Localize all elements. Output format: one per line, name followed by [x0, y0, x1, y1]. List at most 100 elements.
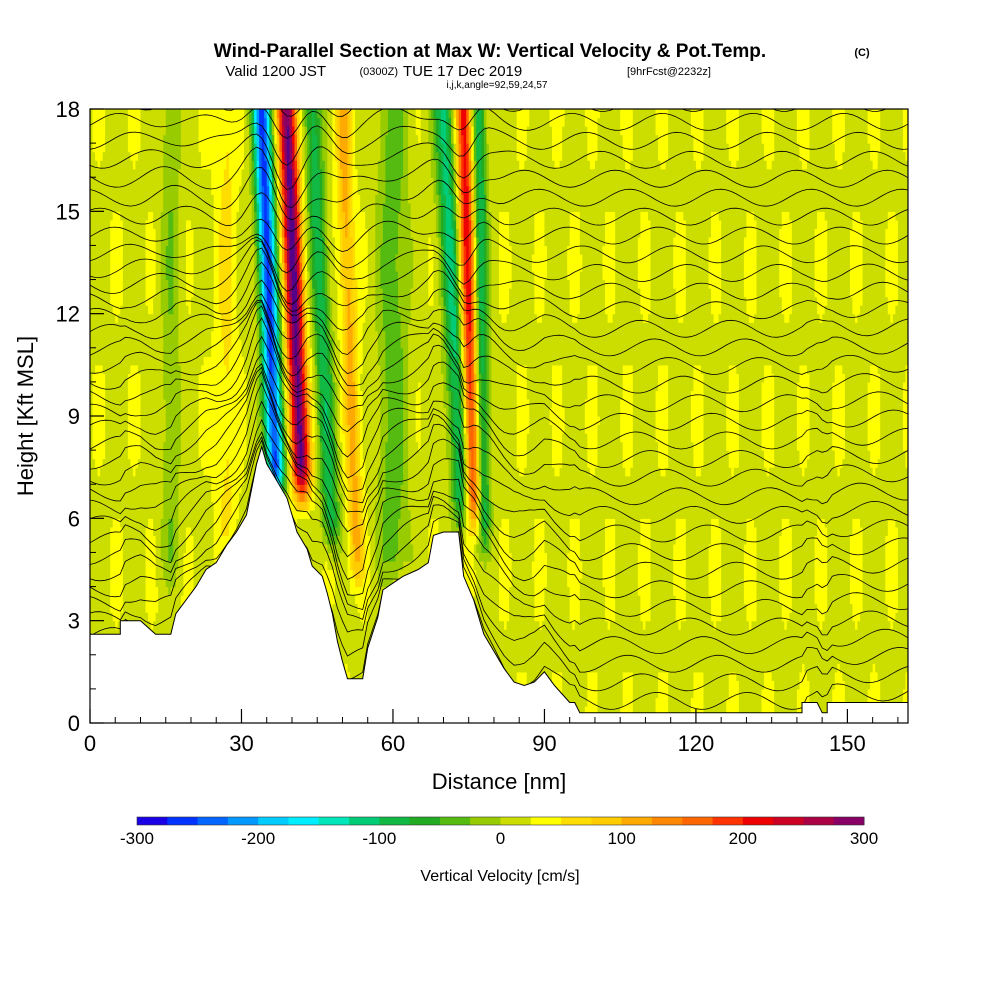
- velocity-cell: [478, 535, 482, 545]
- velocity-cell: [337, 484, 341, 494]
- velocity-cell: [350, 219, 356, 229]
- velocity-cell: [453, 398, 460, 409]
- velocity-cell: [304, 416, 308, 426]
- velocity-cell: [675, 296, 687, 306]
- velocity-cell: [451, 168, 455, 178]
- velocity-cell: [456, 236, 460, 247]
- velocity-cell: [312, 160, 318, 170]
- velocity-cell: [481, 518, 485, 528]
- velocity-cell: [905, 458, 908, 468]
- velocity-cell: [486, 339, 490, 349]
- velocity-cell: [774, 381, 798, 392]
- velocity-cell: [675, 603, 687, 613]
- velocity-cell: [382, 296, 399, 306]
- velocity-cell: [809, 390, 833, 400]
- velocity-cell: [193, 228, 215, 238]
- velocity-cell: [375, 543, 384, 554]
- velocity-cell: [711, 211, 720, 221]
- velocity-cell: [110, 245, 124, 255]
- velocity-cell: [430, 236, 439, 247]
- velocity-cell: [587, 143, 599, 153]
- velocity-cell: [471, 296, 475, 306]
- velocity-cell: [350, 194, 354, 204]
- velocity-cell: [241, 168, 250, 178]
- velocity-cell: [299, 543, 328, 554]
- velocity-cell: [587, 441, 599, 451]
- velocity-cell: [266, 126, 270, 136]
- velocity-cell: [567, 271, 581, 281]
- velocity-cell: [544, 612, 571, 622]
- velocity-cell: [327, 202, 333, 212]
- velocity-cell: [804, 663, 838, 673]
- velocity-cell: [781, 612, 790, 622]
- velocity-cell: [357, 433, 361, 443]
- velocity-cell: [438, 236, 442, 247]
- velocity-cell: [637, 560, 652, 571]
- velocity-cell: [456, 253, 460, 264]
- velocity-cell: [284, 185, 288, 195]
- velocity-cell: [880, 450, 907, 460]
- velocity-cell: [221, 185, 232, 195]
- velocity-cell: [668, 407, 692, 417]
- velocity-cell: [165, 245, 174, 255]
- velocity-cell: [127, 398, 142, 409]
- velocity-cell: [582, 262, 604, 272]
- velocity-cell: [307, 407, 311, 417]
- velocity-cell: [276, 450, 280, 460]
- velocity-cell: [486, 253, 490, 264]
- velocity-cell: [289, 245, 296, 255]
- velocity-cell: [403, 356, 409, 366]
- velocity-cell: [342, 185, 349, 195]
- velocity-cell: [468, 458, 472, 468]
- velocity-cell: [410, 296, 429, 306]
- velocity-cell: [781, 526, 793, 536]
- velocity-cell: [615, 535, 641, 545]
- velocity-cell: [408, 356, 442, 366]
- velocity-cell: [408, 398, 417, 409]
- velocity-cell: [526, 126, 553, 136]
- velocity-cell: [902, 697, 908, 707]
- velocity-cell: [461, 236, 465, 247]
- velocity-cell: [256, 390, 260, 400]
- velocity-cell: [774, 450, 801, 460]
- velocity-cell: [456, 151, 460, 161]
- velocity-cell: [440, 236, 445, 247]
- velocity-cell: [380, 253, 397, 264]
- velocity-cell: [443, 313, 447, 323]
- velocity-cell: [309, 296, 313, 306]
- velocity-cell: [468, 518, 472, 528]
- velocity-cell: [355, 347, 359, 357]
- velocity-cell: [347, 509, 351, 519]
- velocity-cell: [231, 313, 238, 323]
- velocity-cell: [854, 313, 859, 323]
- velocity-cell: [299, 373, 303, 383]
- velocity-cell: [499, 262, 513, 272]
- velocity-cell: [185, 219, 192, 229]
- velocity-cell: [286, 271, 291, 281]
- velocity-cell: [342, 305, 346, 315]
- velocity-cell: [897, 578, 908, 588]
- velocity-cell: [271, 339, 275, 349]
- velocity-cell: [90, 271, 111, 281]
- velocity-cell: [413, 552, 429, 562]
- velocity-cell: [387, 407, 404, 417]
- velocity-cell: [178, 535, 187, 545]
- velocity-cell: [827, 535, 851, 545]
- velocity-cell: [350, 211, 354, 221]
- velocity-cell: [597, 126, 621, 136]
- velocity-cell: [120, 612, 149, 622]
- velocity-cell: [610, 620, 644, 630]
- velocity-cell: [461, 253, 465, 264]
- velocity-cell: [569, 595, 581, 605]
- velocity-cell: [178, 177, 212, 187]
- velocity-cell: [334, 117, 339, 127]
- velocity-cell: [342, 177, 349, 187]
- velocity-cell: [322, 288, 326, 298]
- velocity-cell: [304, 450, 308, 460]
- velocity-cell: [849, 279, 864, 289]
- velocity-cell: [286, 134, 291, 144]
- velocity-cell: [350, 484, 354, 494]
- velocity-cell: [334, 407, 339, 417]
- velocity-cell: [499, 526, 510, 536]
- velocity-cell: [842, 671, 871, 681]
